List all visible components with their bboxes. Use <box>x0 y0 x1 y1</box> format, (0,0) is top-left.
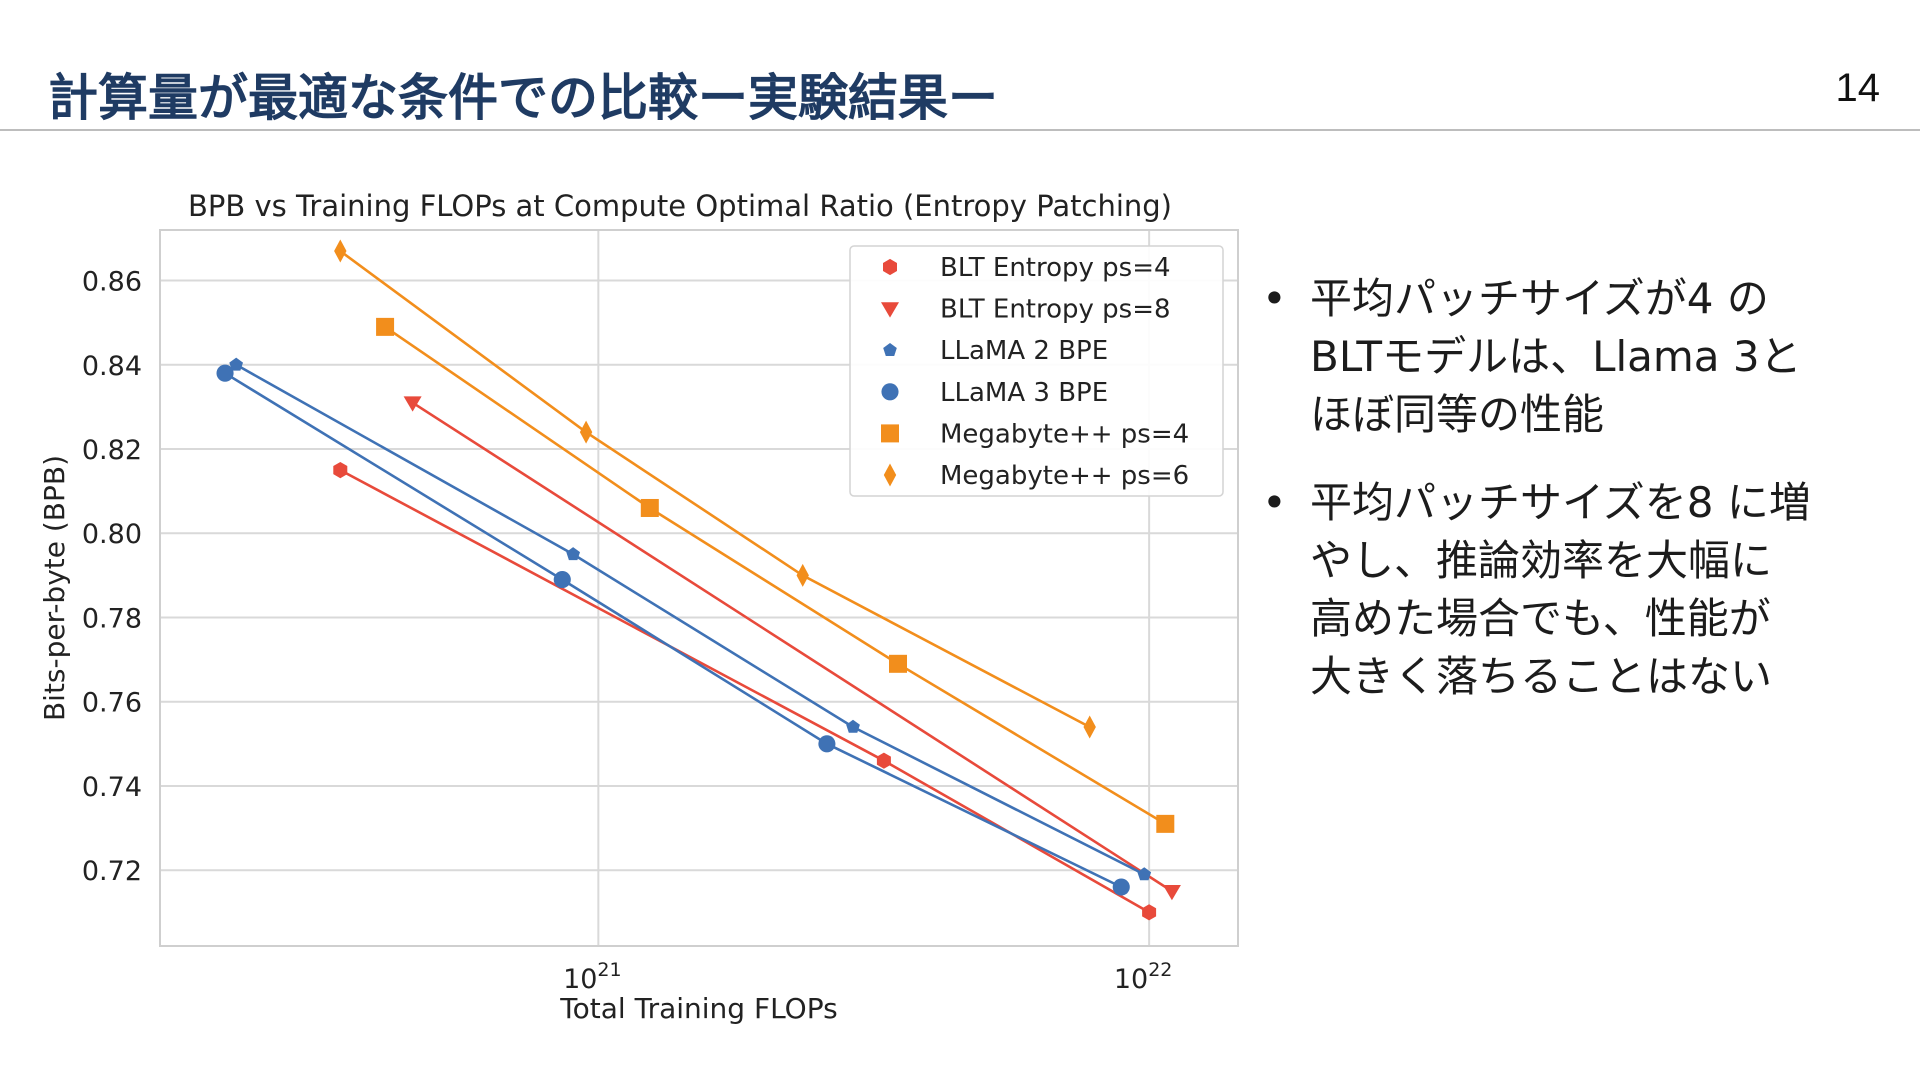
bullet-dot: • <box>1262 478 1287 527</box>
bullet-dot: • <box>1262 274 1287 323</box>
bullet-line: 大きく落ちることはない <box>1310 652 1773 701</box>
x-tick-exponent: 21 <box>597 959 621 981</box>
y-tick-label: 0.74 <box>82 772 142 803</box>
data-point <box>1112 878 1130 896</box>
data-point <box>1156 814 1175 833</box>
series-llama-3-bpe <box>216 364 1130 896</box>
data-point <box>579 420 593 444</box>
series-line <box>224 372 1122 889</box>
data-point <box>1142 904 1157 921</box>
y-tick-label: 0.80 <box>82 519 142 550</box>
data-point <box>229 357 243 371</box>
data-point <box>1137 867 1152 881</box>
x-axis-label: Total Training FLOPs <box>559 992 837 1025</box>
data-point <box>640 498 659 517</box>
legend-label: BLT Entropy ps=4 <box>940 253 1171 283</box>
data-point <box>553 571 571 589</box>
legend-marker <box>881 383 899 401</box>
legend-label: Megabyte++ ps=6 <box>940 461 1189 491</box>
legend-marker <box>883 463 897 487</box>
bullet-line: 高めた場合でも、性能が <box>1310 594 1771 643</box>
x-tick-exponent: 22 <box>1148 959 1172 981</box>
legend-label: LLaMA 3 BPE <box>940 378 1108 408</box>
series-llama-2-bpe <box>229 357 1152 881</box>
bullet-line: 平均パッチサイズを8 に増 <box>1310 478 1811 527</box>
x-axis-ticks: 1021 1022 <box>563 959 1172 995</box>
x-tick-base: 10 <box>563 964 597 995</box>
data-point <box>876 752 891 769</box>
series-megabyte-ps-4 <box>376 317 1175 833</box>
x-tick-base: 10 <box>1114 964 1148 995</box>
data-point <box>333 462 348 479</box>
y-tick-label: 0.76 <box>82 688 142 719</box>
series-line <box>411 401 1173 893</box>
y-tick-label: 0.86 <box>82 267 142 298</box>
x-tick-label: 1022 <box>1114 959 1173 995</box>
series-blt-entropy-ps-8 <box>403 396 1181 901</box>
grid <box>160 230 1238 946</box>
series-line <box>384 325 1166 826</box>
series-megabyte-ps-6 <box>334 239 1096 739</box>
series-group <box>216 239 1181 921</box>
data-point <box>818 735 836 753</box>
bullet-item: • 平均パッチサイズを8 に増 やし、推論効率を大幅に 高めた場合でも、性能が … <box>1262 474 1902 706</box>
chart-title: BPB vs Training FLOPs at Compute Optimal… <box>188 189 1172 223</box>
data-point <box>889 654 908 673</box>
title-divider <box>0 129 1920 131</box>
data-point <box>403 396 422 412</box>
data-point <box>1162 884 1181 901</box>
series-line <box>339 250 1091 729</box>
legend-marker <box>883 258 897 276</box>
chart: BPB vs Training FLOPs at Compute Optimal… <box>38 189 1239 1025</box>
legend-label: BLT Entropy ps=8 <box>940 295 1171 325</box>
y-tick-label: 0.78 <box>82 603 142 634</box>
series-blt-entropy-ps-4 <box>333 462 1157 921</box>
bullet-list: • 平均パッチサイズが4 の BLTモデルは、Llama 3と ほぼ同等の性能 … <box>1262 270 1902 736</box>
legend: BLT Entropy ps=4 BLT Entropy ps=8 LLaMA 2 … <box>849 245 1224 497</box>
legend-marker <box>881 302 899 318</box>
data-point <box>796 563 809 587</box>
page-number: 14 <box>1835 66 1881 110</box>
y-tick-label: 0.82 <box>82 435 142 466</box>
y-axis-ticks: 0.72 0.74 0.76 0.78 0.80 0.82 0.84 0.86 <box>82 267 142 888</box>
y-tick-label: 0.72 <box>82 856 142 887</box>
data-point <box>566 547 580 561</box>
plot-area <box>159 229 1239 947</box>
data-point <box>376 317 395 336</box>
data-point <box>334 239 347 263</box>
bullet-line: やし、推論効率を大幅に <box>1310 536 1773 585</box>
bullet-line: BLTモデルは、Llama 3と <box>1310 332 1802 381</box>
slide-title: 計算量が最適な条件での比較ー実験結果ー <box>48 69 998 127</box>
data-point <box>216 364 234 382</box>
y-axis-label: Bits-per-byte (BPB) <box>38 455 71 721</box>
bullet-line: ほぼ同等の性能 <box>1310 390 1605 439</box>
bullet-line: 平均パッチサイズが4 の <box>1310 274 1769 323</box>
data-point <box>846 719 860 733</box>
data-point <box>1083 715 1096 739</box>
legend-marker <box>883 343 897 356</box>
series-line <box>235 363 1145 876</box>
bullet-item: • 平均パッチサイズが4 の BLTモデルは、Llama 3と ほぼ同等の性能 <box>1262 270 1902 444</box>
legend-label: Megabyte++ ps=4 <box>940 419 1189 449</box>
legend-marker <box>881 424 899 443</box>
legend-label: LLaMA 2 BPE <box>940 336 1108 366</box>
legend-box <box>849 245 1224 497</box>
y-tick-label: 0.84 <box>82 351 142 382</box>
x-tick-label: 1021 <box>563 959 622 995</box>
